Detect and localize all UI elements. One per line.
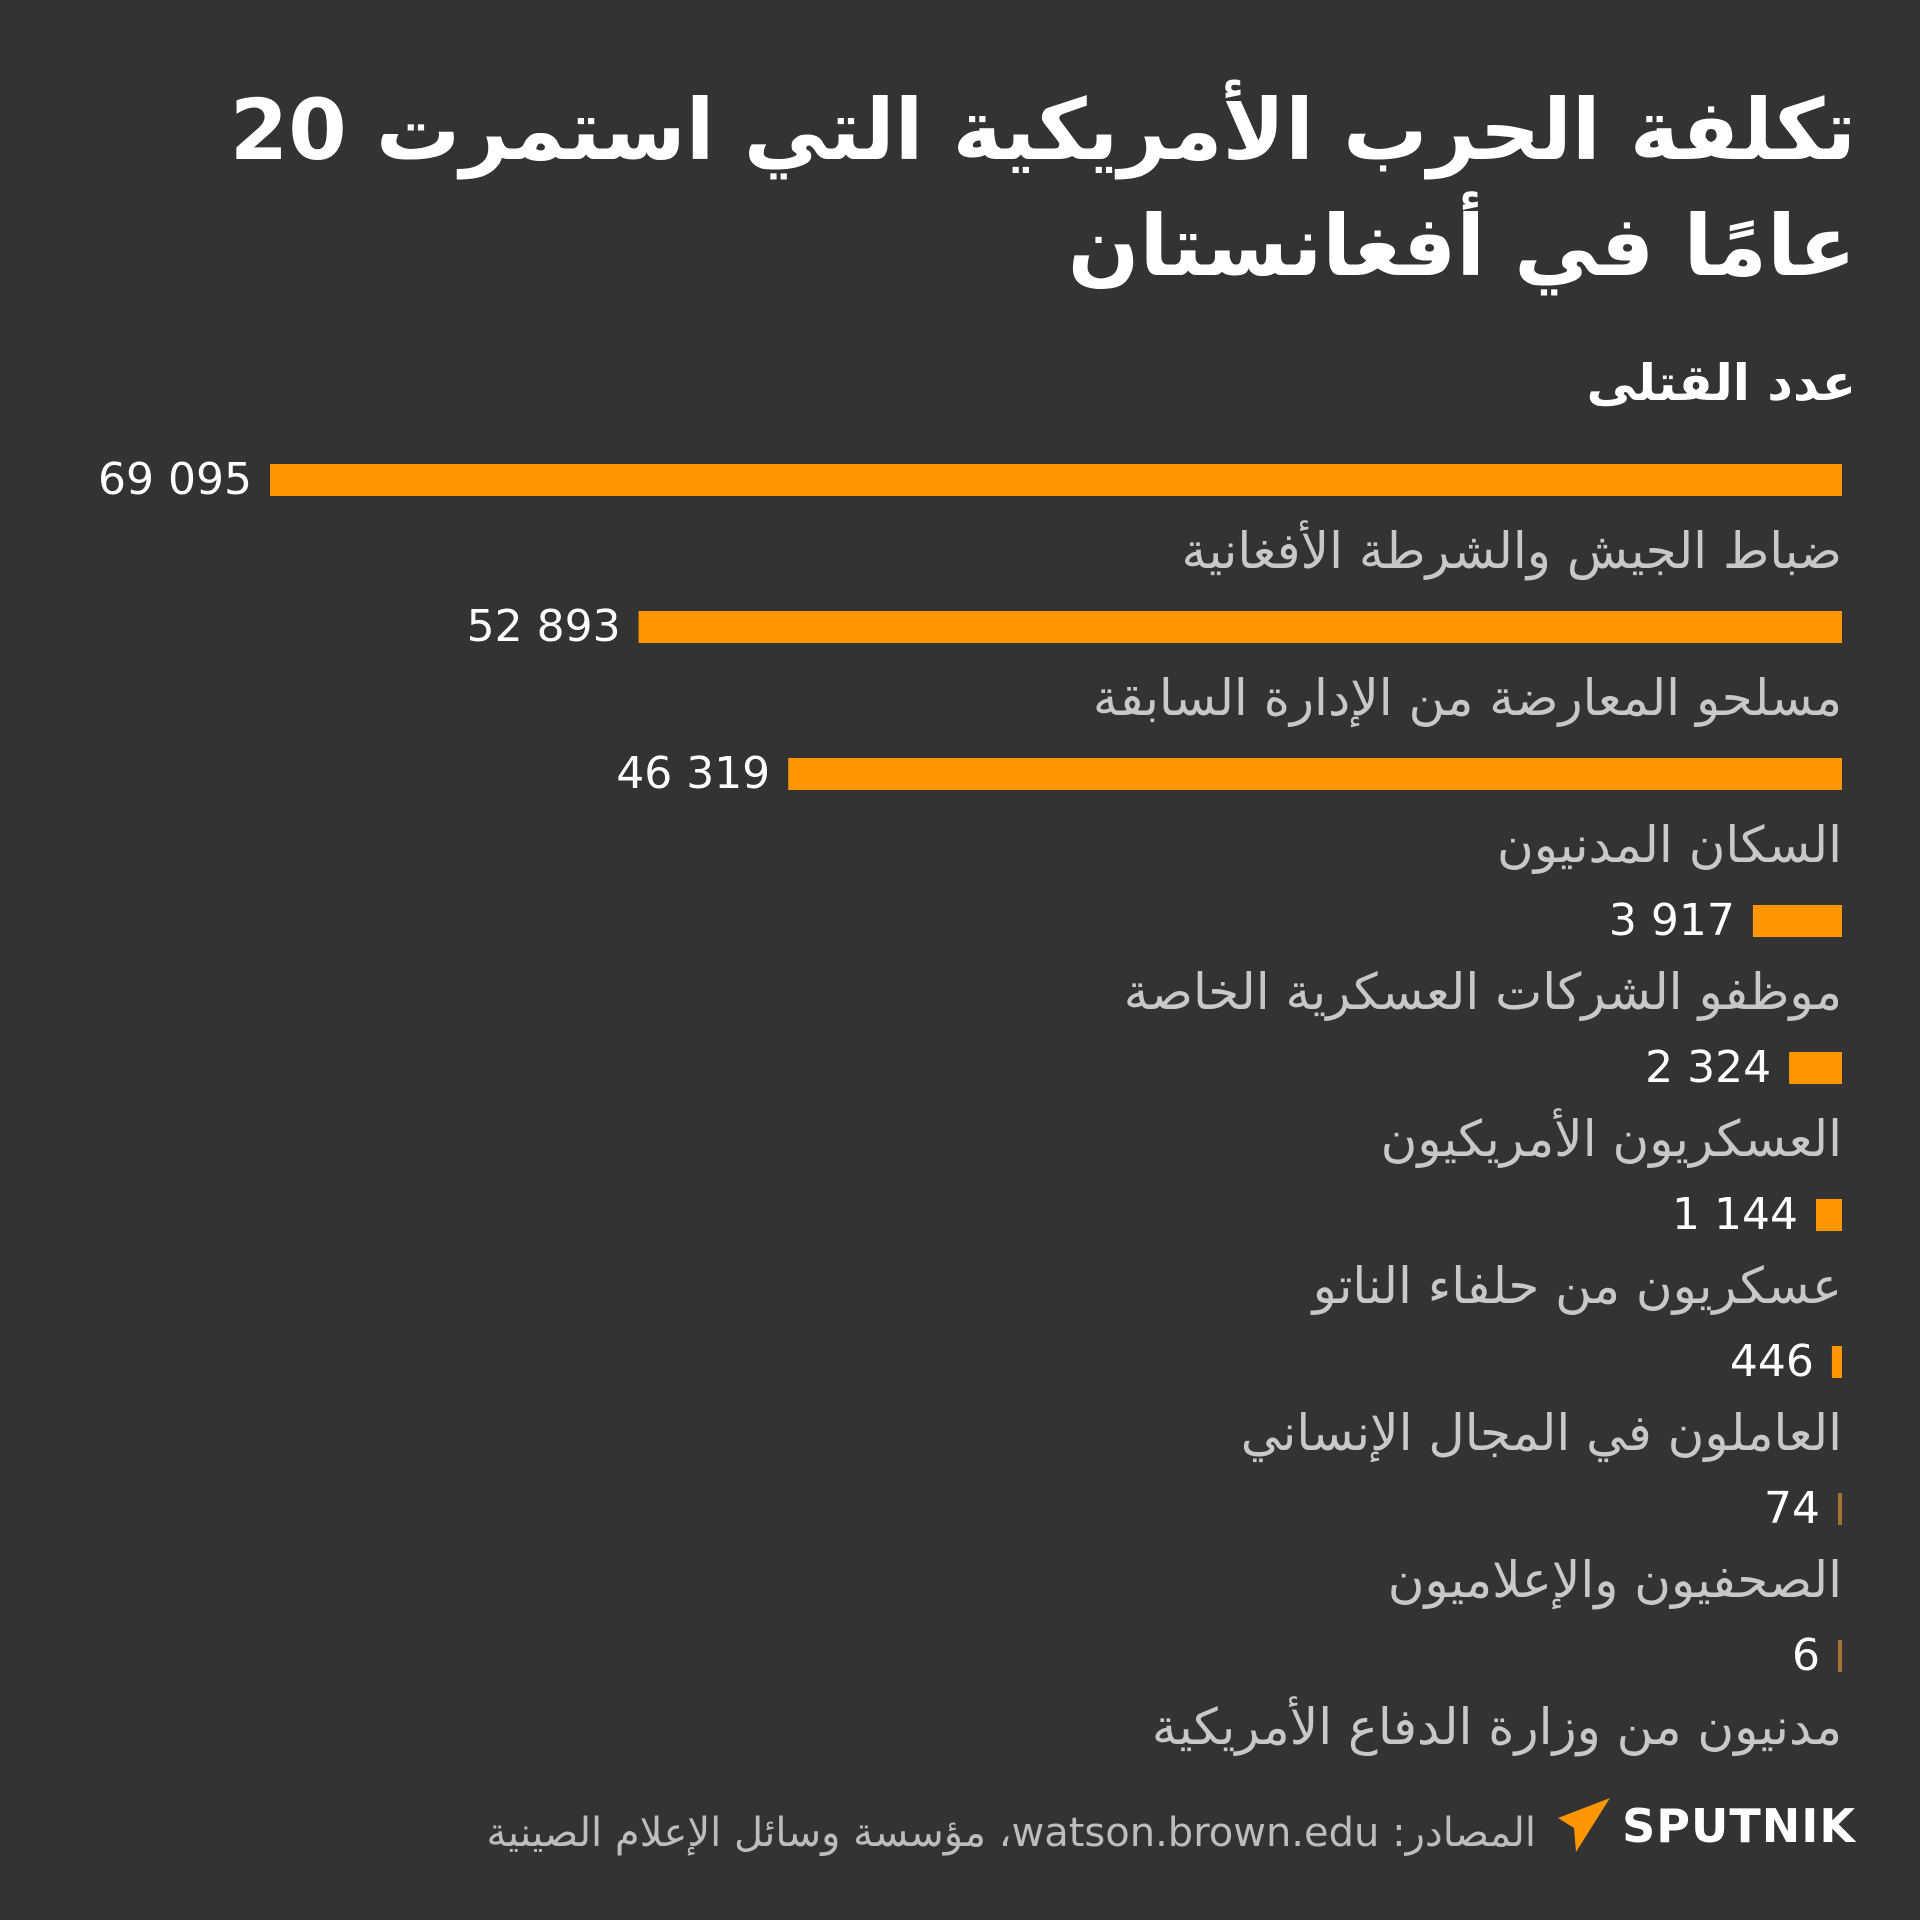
bar-9 <box>1838 1640 1842 1672</box>
category-label-4: موظفو الشركات العسكرية الخاصة <box>1124 963 1842 1021</box>
bar-value-label-6: 1 144 <box>1672 1189 1798 1240</box>
bar-value-label-9: 6 <box>1792 1630 1820 1681</box>
bar-value-label-5: 2 324 <box>1645 1042 1771 1093</box>
sputnik-mark-icon <box>1558 1798 1611 1852</box>
category-label-3: السكان المدنيون <box>1497 816 1842 874</box>
bar-chart: 69 095 ضباط الجيش والشرطة الأفغانية 52 893… <box>98 454 1843 1757</box>
bar-2 <box>638 611 1842 643</box>
bar-value-label-2: 52 893 <box>467 601 621 652</box>
bar-7 <box>1831 1346 1842 1378</box>
category-label-7: العاملون في المجال الإنساني <box>1241 1404 1842 1462</box>
sputnik-logo: SPUTNIK <box>1552 1796 1856 1856</box>
bar-8 <box>1838 1493 1842 1525</box>
bar-value-label-3: 46 319 <box>616 748 770 799</box>
category-label-1: ضباط الجيش والشرطة الأفغانية <box>1182 520 1842 581</box>
category-label-6: عسكريون من حلفاء الناتو <box>1310 1257 1842 1315</box>
chart-title: تكلفة الحرب الأمريكية التي استمرت 20 عام… <box>229 81 1856 295</box>
bar-6 <box>1816 1199 1842 1231</box>
category-label-5: العسكريون الأمريكيون <box>1381 1108 1842 1168</box>
bar-value-label-1: 69 095 <box>98 454 252 505</box>
category-label-2: مسلحو المعارضة من الإدارة السابقة <box>1093 669 1842 727</box>
bar-value-label-7: 446 <box>1730 1336 1814 1387</box>
bar-value-label-8: 74 <box>1764 1483 1820 1534</box>
bar-value-label-4: 3 917 <box>1609 895 1735 946</box>
bar-5 <box>1789 1052 1842 1084</box>
brand-name: SPUTNIK <box>1622 1799 1856 1853</box>
source-note: المصادر: watson.brown.edu، مؤسسة وسائل ا… <box>486 1810 1536 1856</box>
category-label-9: مدنيون من وزارة الدفاع الأمريكية <box>1152 1696 1842 1757</box>
bar-3 <box>788 758 1843 790</box>
bar-1 <box>270 464 1842 496</box>
chart-subtitle: عدد القتلى <box>1586 354 1856 412</box>
bar-4 <box>1752 905 1842 937</box>
category-label-8: الصحفيون والإعلاميون <box>1388 1551 1842 1610</box>
